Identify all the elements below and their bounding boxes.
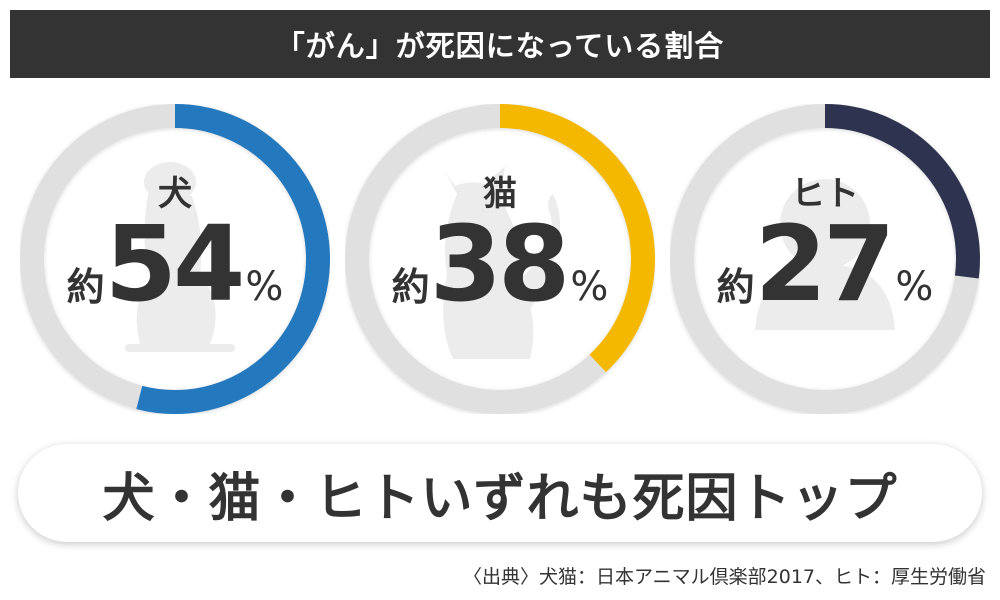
donut-value: 約 27 %: [716, 203, 934, 325]
donut-dog: 犬 約 54 %: [20, 104, 330, 414]
title-bar: 「がん」が死因になっている割合: [10, 10, 990, 78]
summary-banner: 犬・猫・ヒトいずれも死因トップ: [18, 444, 982, 542]
donut-value: 約 54 %: [66, 203, 284, 325]
summary-text: 犬・猫・ヒトいずれも死因トップ: [102, 468, 898, 529]
donut-label: ヒト: [791, 174, 859, 214]
chart-title: 「がん」が死因になっている割合: [275, 29, 725, 63]
donut-value: 約 38 %: [391, 203, 609, 325]
donut-ring: [345, 104, 655, 414]
donut-ring: [20, 104, 330, 414]
source-note: 〈出典〉犬猫：日本アニマル倶楽部2017、ヒト：厚生労働省: [463, 566, 986, 588]
donut-label: 犬: [158, 174, 192, 214]
donut-label: 猫: [483, 174, 517, 214]
donut-cat: 猫 約 38 %: [345, 104, 655, 414]
person-silhouette-icon: [755, 179, 895, 330]
cat-silhouette-icon: [443, 166, 561, 359]
dog-silhouette-icon: [125, 162, 235, 352]
donut-human: ヒト 約 27 %: [670, 104, 980, 414]
donut-ring: [670, 104, 980, 414]
